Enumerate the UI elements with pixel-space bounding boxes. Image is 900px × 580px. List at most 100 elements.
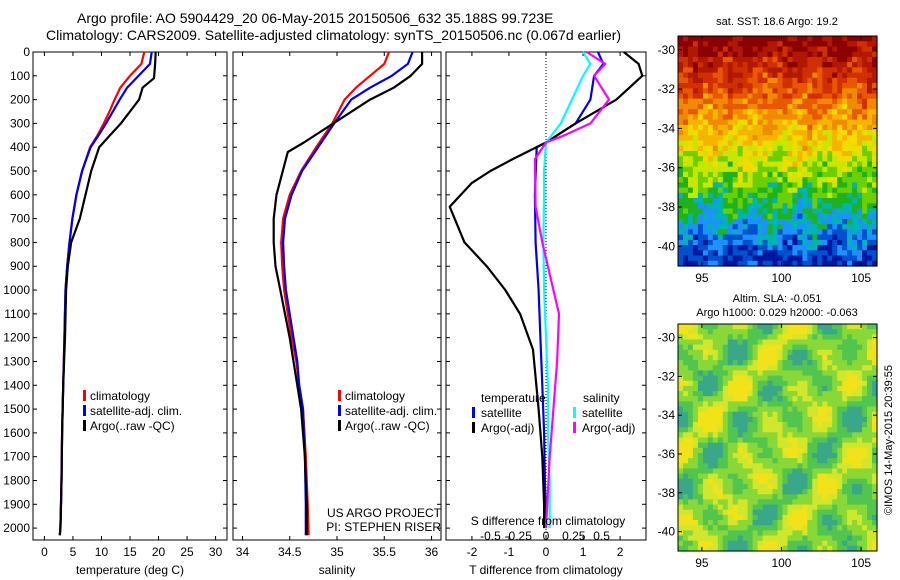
map-cell (688, 98, 694, 105)
map-cell (827, 334, 833, 341)
map-cell (807, 260, 813, 267)
map-cell (692, 151, 699, 157)
map-cell (807, 171, 813, 178)
map-cell (678, 355, 684, 361)
map-cell (717, 468, 724, 475)
map-cell (802, 396, 808, 402)
map-cell (742, 406, 749, 413)
map-cell (837, 447, 843, 454)
map-cell (722, 447, 729, 454)
map-cell (702, 36, 709, 42)
map-cell (867, 156, 873, 162)
map-cell (747, 416, 754, 423)
map-cell (722, 140, 729, 147)
map-cell (683, 151, 689, 157)
map-cell (742, 535, 749, 542)
map-cell (832, 385, 838, 392)
legend-swatch (472, 422, 475, 433)
map-cell (767, 56, 774, 63)
map-cell (827, 250, 833, 257)
map-cell (827, 458, 833, 464)
map-cell (792, 525, 798, 531)
map-cell (812, 494, 818, 501)
map-cell (712, 245, 719, 251)
map-cell (852, 401, 858, 408)
map-cell (742, 447, 749, 454)
map-cell (822, 370, 828, 377)
map-cell (832, 219, 838, 225)
map-cell (797, 499, 803, 506)
map-cell (678, 88, 684, 95)
map-cell (807, 339, 813, 346)
map-cell (717, 46, 724, 53)
map-cell (832, 349, 838, 356)
map-cell (787, 329, 794, 335)
map-cell (747, 545, 754, 552)
map-cell (797, 473, 803, 480)
depth-tick-label: 1200 (3, 331, 30, 345)
map-cell (692, 483, 699, 490)
map-cell (772, 67, 779, 74)
map-cell (807, 182, 813, 189)
map-cell (817, 375, 823, 382)
map-cell (757, 46, 764, 53)
map-cell (852, 229, 858, 236)
map-cell (832, 540, 838, 547)
map-cell (842, 324, 848, 330)
map-cell (702, 234, 709, 241)
map-cell (832, 130, 838, 136)
map-cell (777, 72, 784, 79)
map-cell (757, 458, 764, 464)
map-cell (717, 370, 724, 377)
map-cell (852, 411, 858, 418)
map-cell (862, 411, 868, 418)
map-cell (847, 520, 853, 526)
map-cell (852, 72, 858, 79)
map-cell (717, 422, 724, 428)
map-cell (782, 88, 789, 95)
map-cell (822, 46, 828, 53)
map-cell (722, 545, 729, 552)
map-cell (697, 380, 704, 387)
map-cell (707, 198, 714, 204)
map-cell (692, 67, 699, 74)
map-cell (678, 406, 684, 413)
map-cell (867, 406, 873, 413)
map-cell (747, 182, 754, 189)
map-cell (692, 355, 699, 361)
map-cell (752, 187, 759, 194)
map-cell (847, 135, 853, 142)
map-cell (747, 124, 754, 131)
map-cell (742, 119, 749, 126)
map-cell (772, 520, 779, 526)
map-cell (712, 494, 719, 501)
map-cell (772, 494, 779, 501)
map-cell (792, 219, 798, 225)
map-cell (872, 385, 878, 392)
map-cell (817, 245, 823, 251)
map-cell (767, 208, 774, 215)
map-cell (683, 494, 689, 501)
series-line (58, 51, 157, 536)
map-cell (732, 473, 739, 480)
map-cell (857, 380, 863, 387)
map-cell (742, 62, 749, 68)
map-cell (712, 483, 719, 490)
map-cell (722, 224, 729, 230)
map-cell (797, 130, 803, 136)
map-cell (847, 145, 853, 152)
map-cell (797, 213, 803, 220)
map-cell (802, 494, 808, 501)
map-cell (862, 109, 868, 115)
project-note: US ARGO PROJECT (327, 506, 442, 520)
map-cell (797, 255, 803, 262)
map-cell (792, 370, 798, 377)
map-cell (717, 463, 724, 470)
map-cell (683, 483, 689, 490)
map-cell (683, 520, 689, 526)
map-cell (807, 520, 813, 526)
imos-stamp: ©IMOS 14-May-2015 20:39:55 (883, 365, 895, 515)
map-cell (782, 509, 789, 516)
map-cell (847, 104, 853, 110)
map-cell (852, 151, 858, 157)
